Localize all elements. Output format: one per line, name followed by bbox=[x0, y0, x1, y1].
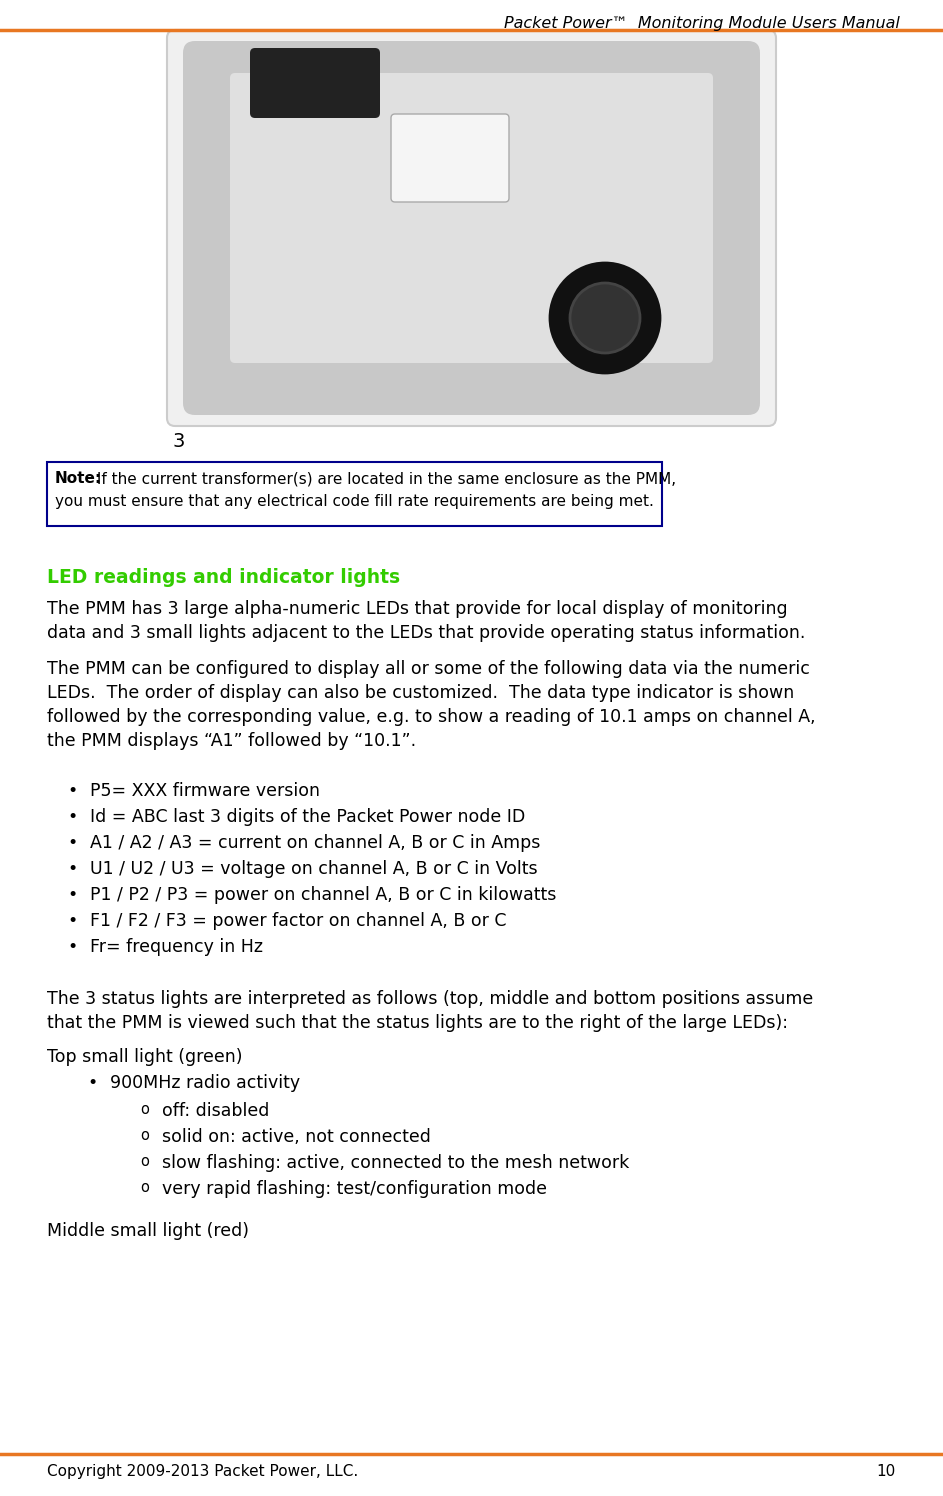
Text: o: o bbox=[140, 1180, 149, 1195]
Text: •: • bbox=[67, 782, 77, 800]
FancyBboxPatch shape bbox=[391, 114, 509, 202]
Text: Copyright 2009-2013 Packet Power, LLC.: Copyright 2009-2013 Packet Power, LLC. bbox=[47, 1465, 358, 1480]
Text: 10: 10 bbox=[877, 1465, 896, 1480]
Text: Id = ABC last 3 digits of the Packet Power node ID: Id = ABC last 3 digits of the Packet Pow… bbox=[90, 808, 525, 826]
Circle shape bbox=[570, 283, 640, 353]
Text: Note:: Note: bbox=[55, 471, 102, 486]
Text: P5= XXX firmware version: P5= XXX firmware version bbox=[90, 782, 320, 800]
Text: followed by the corresponding value, e.g. to show a reading of 10.1 amps on chan: followed by the corresponding value, e.g… bbox=[47, 708, 816, 726]
Text: U1 / U2 / U3 = voltage on channel A, B or C in Volts: U1 / U2 / U3 = voltage on channel A, B o… bbox=[90, 860, 538, 878]
Text: 900MHz radio activity: 900MHz radio activity bbox=[110, 1074, 300, 1092]
Text: LED readings and indicator lights: LED readings and indicator lights bbox=[47, 568, 400, 586]
Text: •: • bbox=[87, 1074, 97, 1092]
Text: solid on: active, not connected: solid on: active, not connected bbox=[162, 1128, 431, 1146]
Text: slow flashing: active, connected to the mesh network: slow flashing: active, connected to the … bbox=[162, 1153, 629, 1171]
Text: data and 3 small lights adjacent to the LEDs that provide operating status infor: data and 3 small lights adjacent to the … bbox=[47, 624, 805, 642]
Text: •: • bbox=[67, 833, 77, 853]
Text: 3: 3 bbox=[173, 432, 186, 450]
FancyBboxPatch shape bbox=[47, 462, 662, 527]
Text: •: • bbox=[67, 913, 77, 931]
Text: the PMM displays “A1” followed by “10.1”.: the PMM displays “A1” followed by “10.1”… bbox=[47, 732, 416, 749]
Text: o: o bbox=[140, 1128, 149, 1143]
Text: A1 / A2 / A3 = current on channel A, B or C in Amps: A1 / A2 / A3 = current on channel A, B o… bbox=[90, 833, 540, 853]
Text: Packet Power™  Monitoring Module Users Manual: Packet Power™ Monitoring Module Users Ma… bbox=[505, 16, 900, 31]
Circle shape bbox=[550, 263, 660, 373]
Text: o: o bbox=[140, 1153, 149, 1168]
Text: The 3 status lights are interpreted as follows (top, middle and bottom positions: The 3 status lights are interpreted as f… bbox=[47, 990, 813, 1008]
Text: •: • bbox=[67, 938, 77, 956]
FancyBboxPatch shape bbox=[167, 30, 776, 426]
Text: The PMM has 3 large alpha-numeric LEDs that provide for local display of monitor: The PMM has 3 large alpha-numeric LEDs t… bbox=[47, 600, 787, 618]
Text: Middle small light (red): Middle small light (red) bbox=[47, 1222, 249, 1240]
Text: The PMM can be configured to display all or some of the following data via the n: The PMM can be configured to display all… bbox=[47, 660, 810, 678]
FancyBboxPatch shape bbox=[250, 48, 380, 118]
Text: •: • bbox=[67, 808, 77, 826]
Text: •: • bbox=[67, 886, 77, 904]
FancyBboxPatch shape bbox=[230, 73, 713, 364]
Text: If the current transformer(s) are located in the same enclosure as the PMM,: If the current transformer(s) are locate… bbox=[92, 471, 676, 486]
Text: that the PMM is viewed such that the status lights are to the right of the large: that the PMM is viewed such that the sta… bbox=[47, 1014, 788, 1032]
Text: you must ensure that any electrical code fill rate requirements are being met.: you must ensure that any electrical code… bbox=[55, 494, 653, 509]
Text: o: o bbox=[140, 1103, 149, 1118]
Text: P1 / P2 / P3 = power on channel A, B or C in kilowatts: P1 / P2 / P3 = power on channel A, B or … bbox=[90, 886, 556, 904]
Text: Fr= frequency in Hz: Fr= frequency in Hz bbox=[90, 938, 263, 956]
Text: F1 / F2 / F3 = power factor on channel A, B or C: F1 / F2 / F3 = power factor on channel A… bbox=[90, 913, 506, 931]
Text: LEDs.  The order of display can also be customized.  The data type indicator is : LEDs. The order of display can also be c… bbox=[47, 684, 794, 702]
FancyBboxPatch shape bbox=[183, 40, 760, 414]
Text: Top small light (green): Top small light (green) bbox=[47, 1049, 242, 1067]
Text: •: • bbox=[67, 860, 77, 878]
Text: very rapid flashing: test/configuration mode: very rapid flashing: test/configuration … bbox=[162, 1180, 547, 1198]
Text: off: disabled: off: disabled bbox=[162, 1103, 270, 1121]
